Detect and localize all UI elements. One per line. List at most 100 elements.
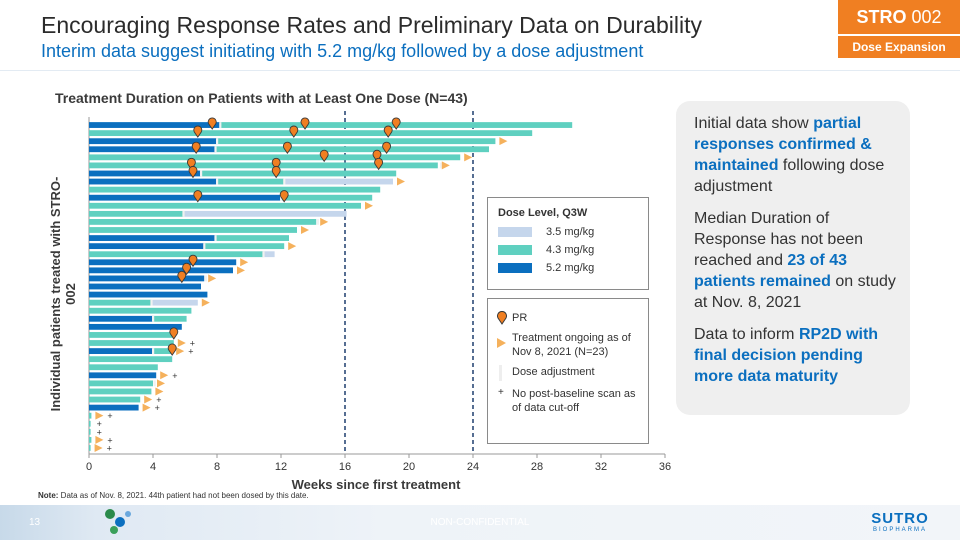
pr-marker (383, 125, 393, 138)
no-scan-plus: + (188, 347, 193, 357)
chart-x-axis-label: Weeks since first treatment (291, 477, 461, 492)
ongoing-arrow (441, 161, 450, 170)
dose-swatch-3.5 (498, 227, 532, 237)
pr-marker (319, 149, 329, 163)
duration-bar-segment (215, 235, 289, 241)
pr-marker (188, 165, 198, 179)
no-scan-plus: + (97, 427, 102, 437)
symbol-legend: PR Treatment ongoing as of Nov 8, 2021 (… (487, 298, 649, 444)
duration-bar-segment (183, 210, 347, 217)
dose-adjustment-mark (152, 315, 155, 322)
pr-marker (188, 254, 198, 268)
dose-adjustment-mark (214, 146, 217, 153)
ongoing-arrow (144, 395, 153, 404)
duration-bar-segment (89, 299, 152, 306)
duration-bar-segment (204, 243, 285, 250)
dose-adjustment-mark (214, 235, 217, 241)
ongoing-arrow (240, 258, 249, 267)
ongoing-arrow (237, 266, 245, 275)
duration-bar-segment (89, 259, 237, 266)
ongoing-arrow (288, 242, 297, 251)
ongoing-arrow (208, 274, 217, 283)
no-scan-plus: + (107, 411, 112, 421)
ongoing-arrow (365, 201, 373, 210)
confidentiality-label: NON-CONFIDENTIAL (430, 517, 530, 528)
pr-marker (193, 190, 203, 203)
footnote: Note: Data as of Nov. 8, 2021. 44th pati… (38, 491, 309, 500)
duration-bar-segment (89, 235, 216, 241)
ongoing-arrow (397, 177, 405, 186)
duration-bar-segment (89, 323, 182, 330)
dose-swatch-4.3 (498, 245, 532, 255)
dose-adjustment-mark (216, 138, 219, 145)
ongoing-arrow (94, 443, 103, 452)
pr-marker (191, 141, 201, 155)
pr-marker (182, 262, 191, 276)
duration-bar-segment (89, 210, 184, 217)
ongoing-arrow (201, 298, 210, 307)
duration-bar-segment (281, 194, 373, 201)
dose-legend-item: 5.2 mg/kg (498, 262, 594, 274)
duration-bar-segment (217, 178, 285, 185)
no-scan-plus: + (107, 435, 112, 445)
pr-marker-icon (497, 311, 507, 325)
no-scan-plus: + (155, 403, 160, 413)
header-divider (0, 70, 960, 71)
footer-bar: 13 NON-CONFIDENTIAL SUTRO BIOPHARMA (0, 505, 960, 540)
dose-legend-label: 4.3 mg/kg (546, 244, 595, 256)
dose-level-legend: Dose Level, Q3W 3.5 mg/kg 4.3 mg/kg 5.2 … (487, 197, 649, 290)
duration-bar-segment (89, 428, 91, 435)
duration-bar-segment (89, 162, 438, 169)
x-tick-label: 36 (659, 461, 671, 473)
pr-marker (289, 125, 299, 138)
ongoing-arrow (160, 371, 169, 380)
badge-subtitle: Dose Expansion (838, 36, 960, 58)
duration-bar-segment (217, 138, 496, 145)
duration-bar-segment (215, 146, 489, 153)
pr-marker (374, 157, 383, 171)
no-scan-plus: + (172, 371, 177, 381)
duration-bar-segment (153, 348, 173, 354)
ongoing-arrow (499, 137, 508, 146)
duration-bar-segment (89, 194, 281, 201)
plus-icon: + (498, 387, 504, 398)
duration-bar-segment (89, 219, 317, 225)
ongoing-arrow-icon (497, 338, 506, 348)
legend-ongoing-label: Treatment ongoing as of Nov 8, 2021 (N=2… (512, 332, 631, 358)
dose-adjustment-mark (153, 380, 156, 387)
x-tick-label: 32 (595, 461, 607, 473)
duration-bar-segment (89, 178, 217, 185)
duration-bar-segment (89, 267, 233, 274)
duration-bar-segment (284, 178, 393, 185)
duration-bar-segment (89, 412, 92, 419)
duration-bar-segment (89, 315, 153, 322)
page-subtitle: Interim data suggest initiating with 5.2… (41, 41, 644, 61)
pr-marker (177, 270, 187, 284)
dose-adjustment-mark (203, 243, 206, 250)
page-title: Encouraging Response Rates and Prelimina… (41, 12, 702, 38)
dose-adjustment-mark (204, 275, 207, 282)
duration-bar-segment (89, 122, 221, 128)
duration-bar-segment (89, 227, 297, 233)
duration-bar-segment (89, 388, 152, 395)
dose-adjustment-mark (440, 162, 443, 169)
duration-bar-segment (153, 315, 187, 322)
duration-bar-segment (89, 364, 158, 371)
duration-bar-segment (151, 299, 198, 306)
page-number: 13 (29, 517, 41, 528)
ongoing-arrow (155, 387, 164, 396)
duration-bar-segment (89, 420, 91, 427)
dose-adjustment-mark (216, 178, 219, 185)
dose-swatch-5.2 (498, 263, 532, 273)
duration-bar-segment (89, 307, 192, 314)
duration-bar-segment (89, 404, 139, 411)
ongoing-arrow (320, 217, 329, 226)
duration-bar-segment (89, 186, 381, 193)
duration-bar-segment (89, 332, 173, 338)
ongoing-arrow (95, 411, 104, 420)
x-tick-label: 0 (86, 461, 92, 473)
x-tick-label: 28 (531, 461, 543, 473)
molecule-graphic (105, 509, 131, 534)
duration-bar-segment (89, 146, 216, 153)
